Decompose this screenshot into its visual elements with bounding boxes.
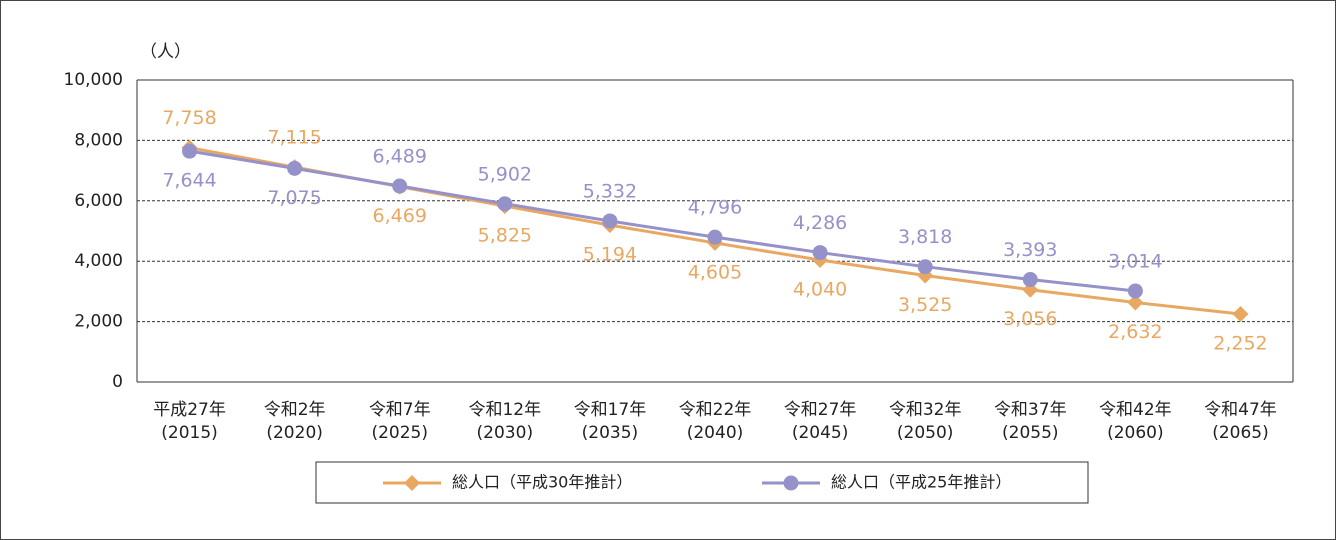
x-tick-label: (2050) — [897, 423, 954, 443]
data-label: 4,286 — [793, 212, 847, 234]
data-label: 7,075 — [267, 187, 321, 209]
x-tick-label: (2015) — [161, 423, 218, 443]
y-tick-label: 4,000 — [74, 251, 123, 271]
data-point — [917, 259, 933, 275]
y-tick-label: 2,000 — [74, 312, 123, 332]
data-label: 5,332 — [583, 180, 637, 202]
data-label: 3,014 — [1108, 250, 1162, 272]
y-tick-label: 8,000 — [74, 130, 123, 150]
series-line — [189, 149, 1136, 293]
data-label: 3,818 — [898, 226, 952, 248]
data-point — [707, 229, 723, 245]
data-label: 5,194 — [583, 244, 637, 266]
data-label: 4,796 — [688, 197, 742, 219]
x-tick-label: (2025) — [371, 423, 428, 443]
x-tick-label: 令和12年 — [468, 400, 541, 420]
x-tick-label: (2060) — [1107, 423, 1164, 443]
legend-label: 総人口（平成25年推計） — [831, 473, 1011, 492]
x-tick-label: 令和27年 — [784, 400, 857, 420]
x-tick-label: (2020) — [266, 423, 323, 443]
data-label: 4,040 — [793, 278, 847, 300]
data-point — [392, 178, 408, 194]
data-point — [497, 196, 513, 212]
data-label: 4,605 — [688, 261, 742, 283]
x-tick-label: 平成27年 — [153, 400, 226, 420]
data-point — [602, 213, 618, 229]
x-tick-label: 令和22年 — [679, 400, 752, 420]
x-tick-label: 令和2年 — [264, 400, 326, 420]
data-label: 3,393 — [1003, 239, 1057, 261]
data-label: 2,252 — [1213, 332, 1267, 354]
data-point — [1232, 305, 1249, 322]
data-point — [783, 475, 799, 491]
x-tick-label: (2045) — [792, 423, 849, 443]
data-label: 2,632 — [1108, 321, 1162, 343]
y-axis-label: （人） — [140, 42, 191, 62]
legend-box — [315, 461, 1089, 504]
data-label: 6,489 — [373, 146, 427, 168]
y-tick-label: 0 — [112, 372, 123, 392]
y-tick-label: 10,000 — [64, 70, 123, 90]
data-point — [404, 475, 420, 491]
data-point — [287, 160, 303, 176]
x-tick-label: (2065) — [1212, 423, 1269, 443]
x-tick-label: 令和32年 — [889, 400, 962, 420]
legend-label: 総人口（平成30年推計） — [452, 473, 632, 492]
x-tick-label: (2030) — [477, 423, 534, 443]
data-point — [812, 245, 828, 261]
data-point — [1127, 283, 1143, 299]
x-tick-label: (2055) — [1002, 423, 1059, 443]
data-label: 5,902 — [478, 163, 532, 185]
x-tick-label: (2040) — [687, 423, 744, 443]
data-label: 3,525 — [898, 294, 952, 316]
data-label: 7,758 — [162, 107, 216, 129]
x-tick-label: 令和17年 — [574, 400, 647, 420]
x-tick-label: 令和7年 — [369, 400, 431, 420]
data-label: 5,825 — [478, 225, 532, 247]
x-tick-label: 令和47年 — [1204, 400, 1277, 420]
data-label: 6,469 — [373, 205, 427, 227]
data-label: 7,644 — [162, 170, 216, 192]
x-tick-label: (2035) — [582, 423, 639, 443]
data-point — [1022, 272, 1038, 288]
data-label: 3,056 — [1003, 308, 1057, 330]
data-point — [182, 143, 198, 159]
x-tick-label: 令和42年 — [1099, 400, 1172, 420]
data-label: 7,115 — [267, 127, 321, 149]
x-tick-label: 令和37年 — [994, 400, 1067, 420]
data-point — [1127, 294, 1144, 311]
y-tick-label: 6,000 — [74, 191, 123, 211]
